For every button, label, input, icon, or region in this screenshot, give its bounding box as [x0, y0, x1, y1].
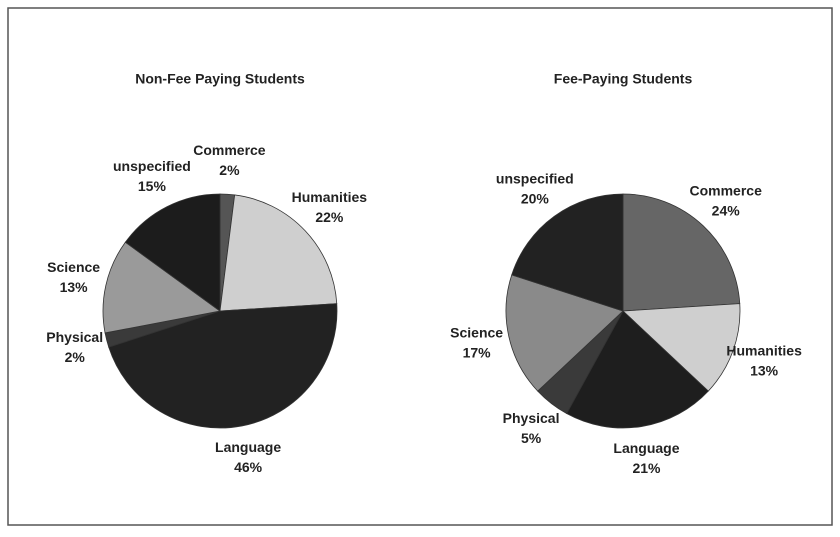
pie-slice — [622, 303, 741, 392]
slice-label: Commerce — [689, 182, 762, 198]
slice-value-label: 2% — [219, 162, 240, 178]
slice-value-label: 15% — [138, 178, 167, 194]
slice-value-label: 17% — [463, 344, 492, 360]
slice-label: Physical — [503, 410, 560, 426]
slice-label: Science — [450, 324, 503, 340]
slice-label: unspecified — [496, 170, 574, 186]
slice-label: Science — [47, 259, 100, 275]
pie-slice — [108, 303, 338, 429]
slice-label: Humanities — [726, 343, 802, 359]
pie-slice — [124, 193, 221, 312]
pie-slice — [511, 193, 624, 312]
chart-title: Non-Fee Paying Students — [135, 71, 305, 87]
slice-value-label: 21% — [632, 460, 661, 476]
slice-value-label: 22% — [315, 209, 344, 225]
slice-label: Physical — [46, 329, 103, 345]
pie-slice — [566, 310, 709, 429]
slice-value-label: 5% — [521, 430, 542, 446]
slice-label: Language — [613, 440, 679, 456]
slice-value-label: 13% — [60, 279, 89, 295]
slice-value-label: 2% — [65, 349, 86, 365]
pie-slice — [219, 194, 338, 312]
slice-value-label: 46% — [234, 459, 263, 475]
slice-value-label: 24% — [712, 202, 741, 218]
slice-label: Humanities — [292, 189, 368, 205]
slice-label: unspecified — [113, 158, 191, 174]
slice-label: Commerce — [193, 142, 266, 158]
pie-slice — [622, 193, 741, 312]
slice-value-label: 20% — [521, 190, 550, 206]
pie-slice — [102, 241, 221, 334]
slice-value-label: 13% — [750, 363, 779, 379]
chart-title: Fee-Paying Students — [554, 71, 693, 87]
slice-label: Language — [215, 439, 281, 455]
pie-slice — [505, 274, 624, 392]
